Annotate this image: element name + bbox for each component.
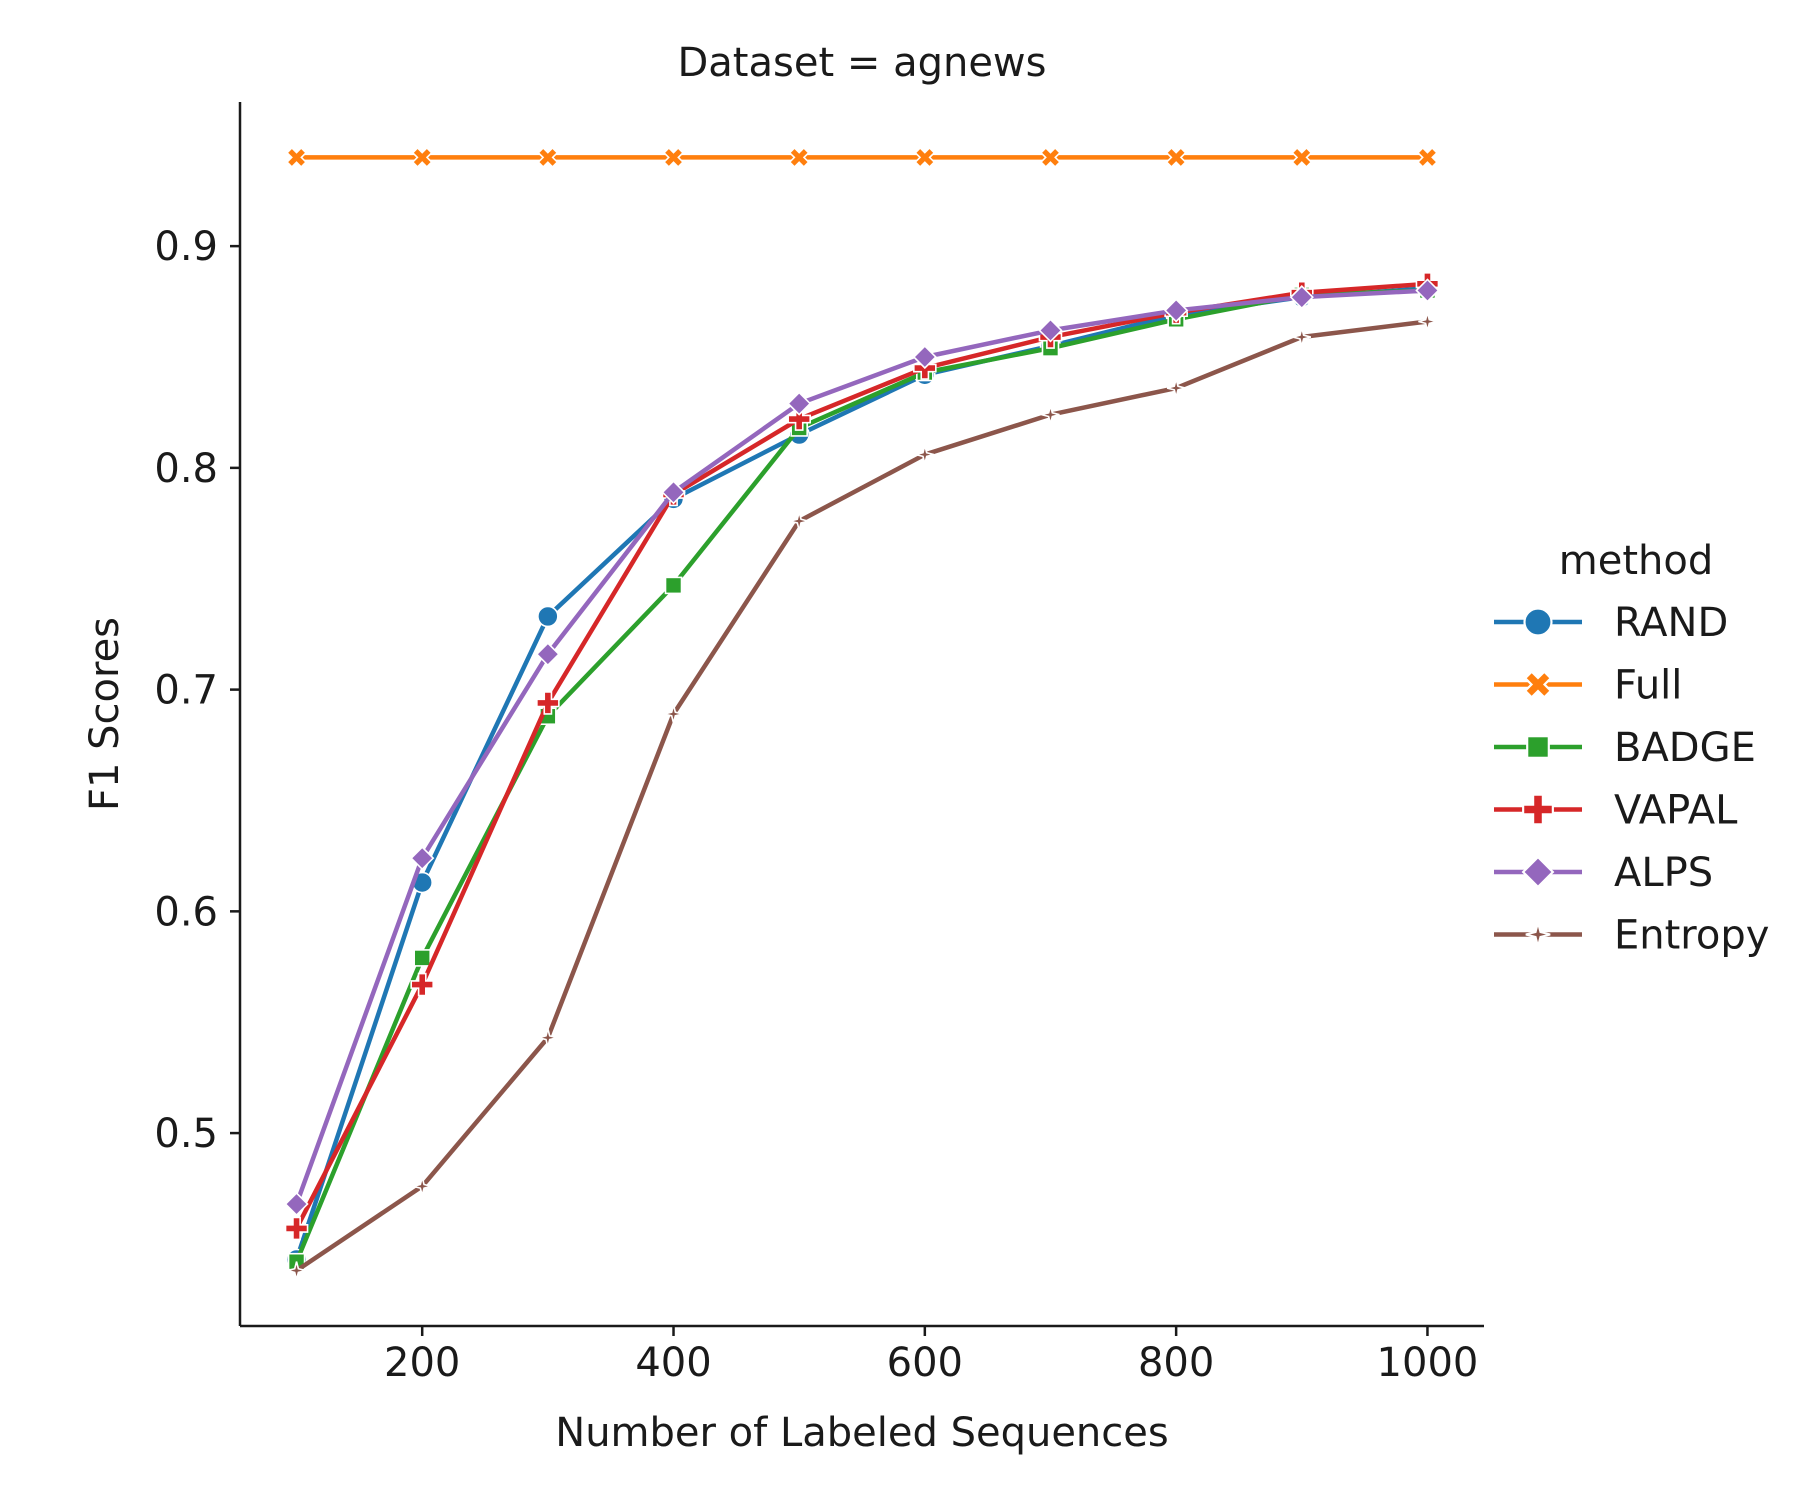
series-badge [287,281,1437,1271]
data-point-full [411,146,433,169]
series-line-vapal [294,281,1430,1231]
x-tick-label: 400 [635,1340,711,1386]
legend-item-entropy: Entropy [1494,913,1769,959]
x-axis-title: Number of Labeled Sequences [555,1410,1168,1456]
series-layer [284,146,1440,1280]
data-point-entropy [1041,405,1060,424]
data-point-full [1165,146,1187,169]
series-vapal [284,272,1440,1241]
data-point-badge [664,576,683,595]
data-point-vapal [284,1216,309,1241]
data-point-full [1416,146,1439,169]
legend-label: BADGE [1614,725,1756,771]
series-rand [285,277,1439,1271]
data-point-alps [1289,284,1314,310]
x-tick-label: 200 [384,1340,460,1386]
x-tick-label: 800 [1138,1340,1214,1386]
legend-label: Entropy [1614,913,1769,959]
x-tick-label: 600 [887,1340,963,1386]
legend-title: method [1559,538,1713,584]
y-axis-title: F1 Scores [82,617,128,811]
data-point-full [1291,146,1313,169]
data-point-entropy [915,445,935,464]
chart-title: Dataset = agnews [677,40,1046,86]
y-tick-label: 0.9 [154,224,218,270]
data-point-entropy [538,1028,558,1047]
data-point-alps [1038,318,1063,343]
legend-marker-entropy [1525,922,1551,947]
legend-label: VAPAL [1614,788,1738,834]
data-point-entropy [1292,327,1311,347]
data-point-vapal [410,972,435,997]
data-point-full [788,146,810,169]
series-full [285,146,1439,169]
data-point-alps [1164,298,1189,323]
data-point-entropy [664,704,683,724]
legend-item-vapal: VAPAL [1494,788,1738,834]
series-line-entropy [294,319,1430,1273]
data-point-entropy [1166,378,1186,398]
legend-marker-rand [1523,607,1553,637]
legend-item-alps: ALPS [1494,850,1713,896]
legend-label: ALPS [1614,850,1713,896]
series-line-rand [294,286,1430,1262]
data-point-vapal [536,691,560,715]
legend-item-full: Full [1494,663,1682,709]
data-point-entropy [1418,312,1437,331]
data-point-alps [912,344,937,370]
y-tick-label: 0.6 [154,889,218,935]
data-point-vapal [787,407,811,431]
legend-label: RAND [1614,600,1728,646]
y-tick-label: 0.8 [154,446,218,492]
series-line-alps [294,288,1430,1207]
data-point-alps [661,480,686,505]
data-point-alps [787,391,812,416]
x-axis-ticks: 200 400 600 800 1000 [384,1326,1478,1386]
data-point-full [914,146,936,169]
data-point-entropy [789,511,809,531]
legend: method RAND Full BADGE VAPAL ALPS Entropy [1494,538,1769,959]
y-tick-label: 0.7 [154,668,218,714]
legend-item-rand: RAND [1494,600,1728,646]
data-point-alps [1415,278,1440,303]
data-point-full [285,146,308,169]
data-point-full [1039,146,1062,169]
legend-label: Full [1614,663,1682,709]
legend-item-badge: BADGE [1494,725,1756,771]
data-point-full [662,146,685,169]
data-point-entropy [413,1177,432,1196]
data-point-alps [284,1191,309,1217]
data-point-badge [413,949,432,967]
legend-marker-full [1523,670,1553,699]
legend-marker-vapal [1522,793,1554,826]
data-point-entropy [287,1261,306,1280]
data-point-alps [410,845,435,871]
series-entropy [287,312,1437,1280]
series-alps [284,278,1440,1217]
y-tick-label: 0.5 [154,1111,218,1157]
legend-marker-alps [1521,855,1555,889]
data-point-alps [535,641,560,667]
y-axis-ticks: 0.5 0.6 0.7 0.8 0.9 [154,224,240,1157]
data-point-rand [537,605,559,628]
x-tick-label: 1000 [1377,1340,1479,1386]
data-point-full [537,146,559,169]
series-line-badge [294,288,1430,1264]
legend-marker-badge [1526,735,1550,759]
